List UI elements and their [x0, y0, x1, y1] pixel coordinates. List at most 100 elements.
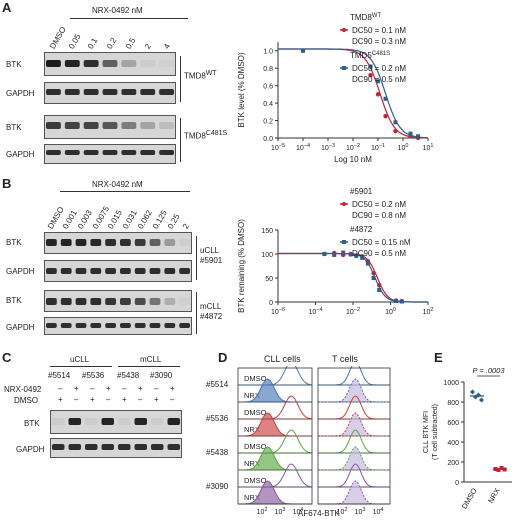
blot-band [90, 298, 102, 305]
panel-c-patient-3: #5438 [117, 371, 140, 380]
panel-d-histograms: DMSO NRX DMSO NRX DMSO NRX DMSO NRX 102 103 104 102… [237, 366, 391, 516]
fit-line [278, 48, 429, 139]
lane-label: 2 [181, 222, 192, 231]
cll-frame [237, 367, 313, 505]
data-point [368, 64, 373, 69]
panel-a-bands [46, 60, 174, 155]
blot-band [75, 298, 87, 305]
legend-line1: DC50 = 0.15 nM [352, 238, 411, 247]
nrx-mark: + [74, 384, 79, 393]
blot-band [68, 418, 81, 425]
blot-band [85, 444, 98, 450]
blot-band [121, 89, 137, 95]
x-tick-label: 10−3 [321, 143, 335, 152]
blot-band [159, 122, 174, 129]
data-point [377, 288, 382, 292]
blot-band [149, 268, 161, 274]
panel-b-bracket2 [196, 292, 197, 334]
fit-line [278, 252, 428, 303]
panel-a-row-btk2: BTK [6, 123, 22, 132]
x-tick-label: 100 [385, 307, 396, 316]
blot-band [134, 239, 146, 246]
blot-band [46, 60, 61, 67]
x-tick-label: 10−5 [271, 143, 285, 152]
panel-d-col1: CLL cells [264, 354, 301, 364]
panel-d-xaxis: AF674-BTK [298, 509, 340, 518]
y-tick-label: 0 [455, 480, 459, 487]
y-tick-label: 0.0 [263, 136, 273, 143]
blot-band [120, 298, 131, 305]
lane-label: 4 [162, 42, 173, 51]
data-point [371, 276, 376, 280]
blot-band [102, 60, 118, 67]
blot-band [118, 418, 131, 425]
dmso-mark: + [58, 395, 63, 404]
fit-line [278, 48, 428, 139]
data-point [399, 299, 404, 304]
blot-band [101, 444, 114, 450]
patient-label: #5536 [206, 414, 229, 423]
blot-band [140, 89, 156, 95]
panel-a-group2: TMD8C481S [184, 130, 228, 141]
blot-band [83, 89, 99, 95]
y-tick-label: 0.4 [263, 101, 273, 108]
panel-c-patient-4: #3090 [150, 371, 173, 380]
panel-b-header: NRX-0492 nM [92, 180, 143, 189]
nrx-mark: + [170, 384, 175, 393]
data-point [332, 252, 337, 257]
y-tick-label: 100 [261, 252, 273, 259]
panel-c-patient-2: #5536 [82, 371, 105, 380]
p-value: P = .0003 [472, 366, 505, 375]
fit-line [278, 252, 428, 303]
lane-label: 0.25 [166, 212, 182, 231]
data-point [354, 253, 359, 258]
row-label: NRX [244, 391, 260, 400]
blot-band [120, 323, 131, 328]
row-label: NRX [244, 459, 260, 468]
y-tick-label: 0.6 [263, 84, 273, 91]
blot-band [46, 239, 57, 246]
panel-b-blot-gapdh-2 [44, 317, 192, 335]
y-axis-label: BTK level (% DMSO) [237, 52, 246, 127]
x-tick-label: 101 [423, 143, 434, 152]
panel-b-header-bar [60, 191, 190, 192]
data-point [322, 252, 327, 256]
blot-band [102, 150, 118, 155]
tcell-histogram [318, 480, 390, 505]
legend-line2: DC90 = 0.3 nM [352, 37, 406, 46]
blot-band [102, 122, 118, 129]
blot-band [105, 239, 116, 246]
data-point [470, 389, 475, 395]
blot-band [68, 444, 81, 450]
dmso-mark: – [74, 395, 79, 404]
blot-band [75, 268, 87, 274]
data-point [493, 467, 498, 471]
blot-band [90, 268, 102, 274]
dmso-mark: + [90, 395, 95, 404]
y-tick-label: 0 [269, 300, 273, 307]
nrx-mark: – [90, 384, 95, 393]
y-tick-label: 1000 [443, 380, 459, 387]
dmso-mark: – [170, 395, 175, 404]
lane-label: 0.031 [121, 208, 139, 231]
panel-c-group-u: uCLL [70, 355, 90, 364]
blot-band [105, 268, 116, 274]
patient-label: #5438 [206, 448, 229, 457]
blot-band [64, 150, 80, 155]
tcell-histogram [318, 446, 390, 471]
x-tick-label: 104 [373, 507, 384, 516]
data-point [393, 120, 398, 125]
x-tick-label: 10−4 [308, 307, 322, 316]
panel-a-header-bar [70, 18, 188, 19]
panel-b-bracket1 [196, 236, 197, 280]
panel-b-row-btk2: BTK [6, 296, 22, 305]
lane-label: DMSO [48, 25, 68, 51]
panel-b-row-gapdh1: GAPDH [6, 267, 35, 276]
panel-c-bar-m [118, 366, 180, 367]
data-point [348, 252, 353, 257]
blot-band [102, 89, 118, 95]
blot-band [85, 418, 98, 425]
x-tick-label: 10−6 [271, 307, 285, 316]
panel-b-blot-btk-1 [44, 232, 192, 254]
panel-c-row-btk: BTK [24, 419, 40, 428]
